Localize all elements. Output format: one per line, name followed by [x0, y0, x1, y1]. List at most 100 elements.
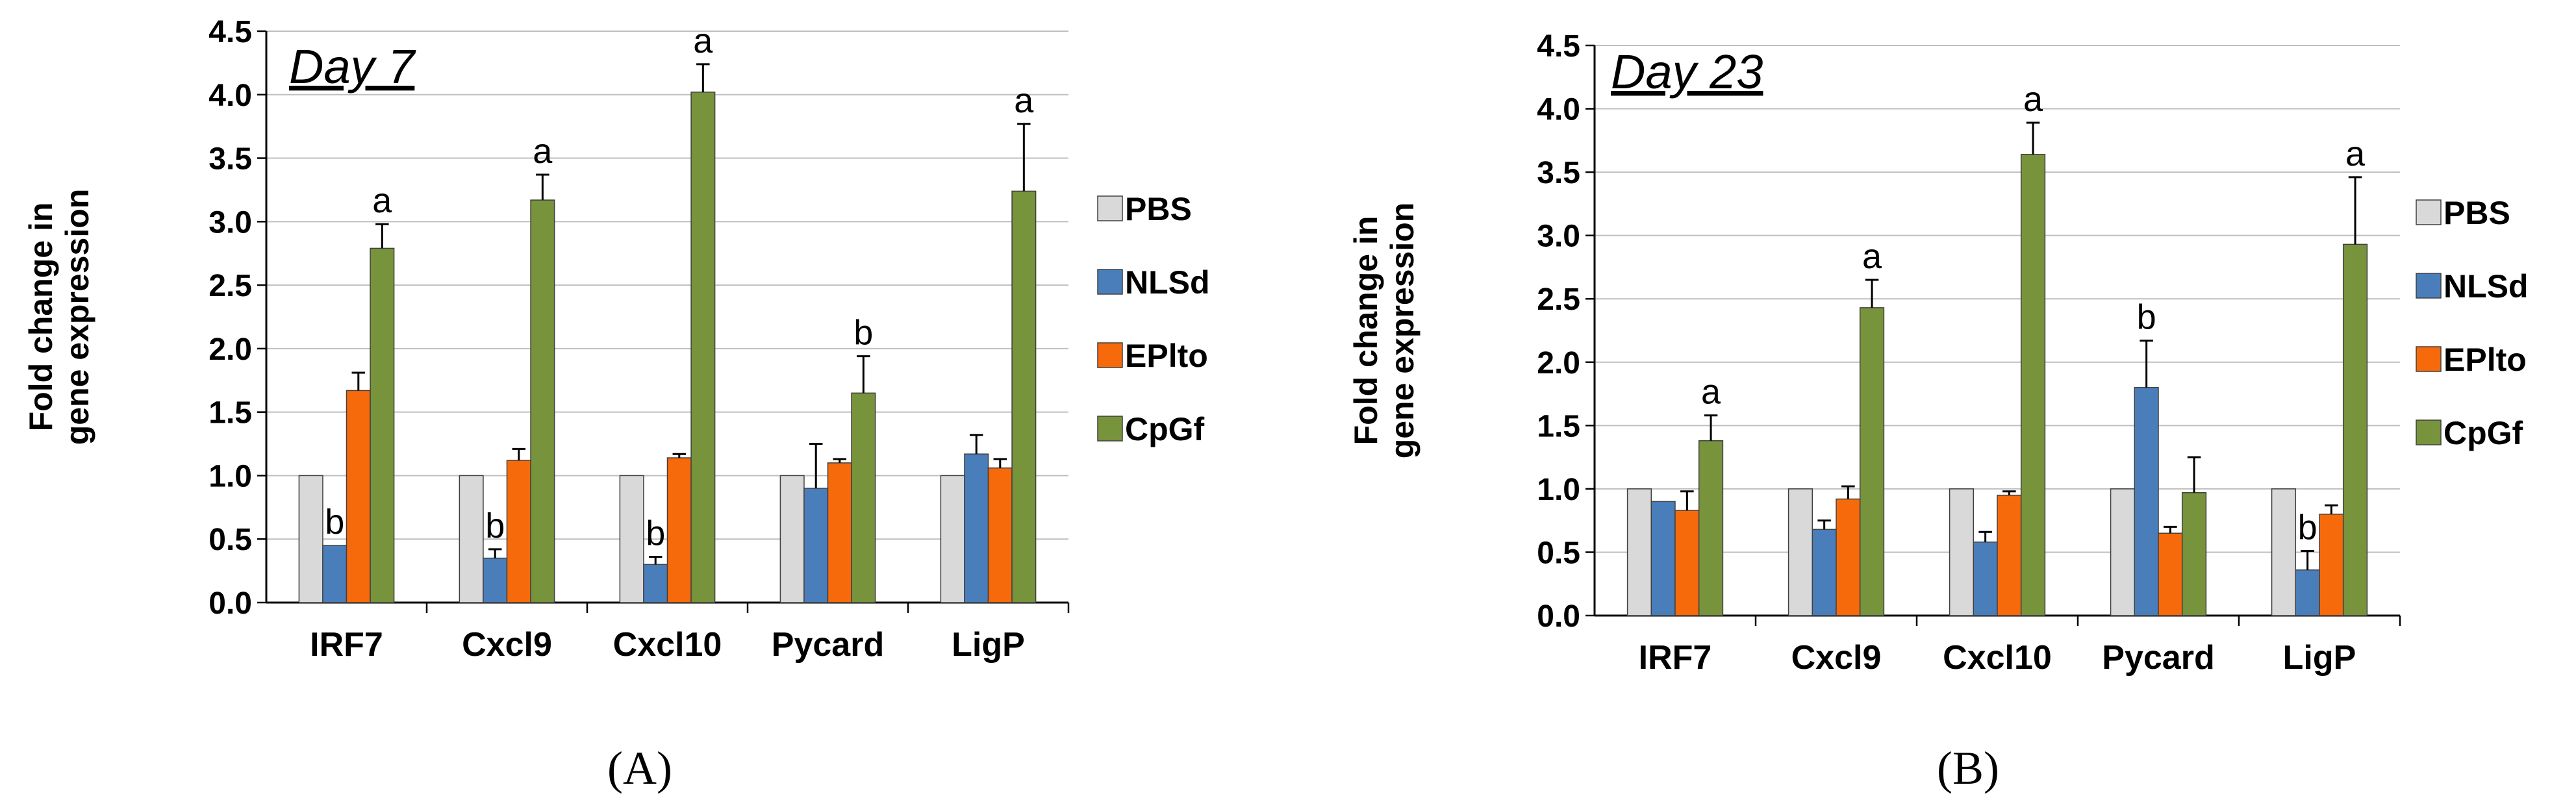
bar-cpgf	[1698, 440, 1724, 616]
significance-label: b	[325, 503, 344, 542]
category-label: LigP	[2283, 639, 2356, 677]
legend-label-nlsd: NLSd	[1125, 264, 1210, 301]
panel-label: (B)	[1937, 742, 1999, 794]
bar-nlsd	[803, 488, 829, 603]
y-tick-label: 2.5	[208, 269, 252, 303]
y-tick-label: 1.0	[1537, 473, 1580, 507]
bar-nlsd	[643, 564, 668, 603]
y-tick-label: 0.5	[208, 523, 252, 557]
legend-swatch-cpgf	[1097, 416, 1123, 442]
legend-label-cpgf: CpGf	[1125, 411, 1205, 447]
bar-pbs	[459, 475, 484, 603]
bar-eplto	[827, 462, 852, 603]
bar-nlsd	[2295, 569, 2320, 616]
legend-label-eplto: EPlto	[2443, 342, 2527, 378]
category-label: Cxcl9	[462, 626, 552, 664]
y-tick-label: 0.0	[1537, 599, 1580, 634]
legend-label-eplto: EPlto	[1125, 338, 1208, 374]
significance-label: a	[1701, 373, 1721, 412]
bar-pbs	[2110, 488, 2136, 616]
significance-label: a	[1862, 237, 1882, 276]
bar-eplto	[2319, 514, 2344, 616]
y-tick-label: 0.0	[208, 586, 252, 621]
bar-eplto	[346, 390, 371, 603]
bar-eplto	[1836, 498, 1861, 616]
bar-pbs	[779, 475, 805, 603]
significance-label: a	[1014, 81, 1034, 120]
category-label: Cxcl10	[613, 626, 722, 664]
y-tick-label: 2.0	[208, 332, 252, 367]
bar-pbs	[1626, 488, 1652, 616]
significance-label: a	[2023, 80, 2043, 119]
significance-label: a	[533, 132, 553, 171]
category-label: LigP	[952, 626, 1025, 664]
significance-label: b	[853, 314, 873, 353]
bar-cpgf	[1859, 307, 1885, 616]
bar-eplto	[666, 457, 692, 603]
chart-panel-a: 0.0 0.5 1.0 1.5 2.0 2.5 3.0 3.5 4.0 4.5 IRF7 b a Cxcl…	[23, 15, 1210, 794]
bar-nlsd	[2134, 387, 2159, 616]
bar-cpgf	[690, 92, 716, 603]
significance-label: b	[2137, 298, 2156, 337]
significance-label: a	[372, 181, 392, 220]
bar-pbs	[2271, 488, 2297, 616]
legend-label-pbs: PBS	[2443, 195, 2510, 231]
y-tick-label: 4.0	[1537, 93, 1580, 127]
legend-swatch-nlsd	[1097, 269, 1123, 295]
legend-label-cpgf: CpGf	[2443, 415, 2523, 451]
significance-label: b	[2298, 508, 2317, 547]
legend-swatch-nlsd	[2416, 273, 2442, 299]
bar-pbs	[940, 475, 965, 603]
y-tick-label: 0.5	[1537, 536, 1580, 570]
y-tick-label: 2.5	[1537, 282, 1580, 317]
bar-eplto	[2158, 532, 2183, 616]
bar-eplto	[1997, 494, 2022, 616]
y-axis-label-line: Fold change in	[23, 203, 59, 432]
significance-label: b	[646, 514, 665, 553]
bar-nlsd	[483, 557, 508, 603]
category-label: Cxcl10	[1943, 639, 2052, 677]
bar-eplto	[1674, 510, 1700, 616]
panel-label: (A)	[607, 742, 672, 794]
category-label: Pycard	[2102, 639, 2214, 677]
y-tick-label: 3.0	[1537, 219, 1580, 254]
bar-cpgf	[2020, 154, 2046, 616]
significance-label: a	[693, 21, 713, 60]
y-tick-label: 1.5	[208, 396, 252, 430]
y-tick-label: 1.0	[208, 459, 252, 493]
bar-nlsd	[1650, 501, 1676, 616]
y-tick-label: 1.5	[1537, 409, 1580, 443]
legend-swatch-pbs	[2416, 199, 2442, 225]
y-tick-label: 4.0	[208, 79, 252, 113]
bar-cpgf	[2181, 492, 2207, 616]
bar-pbs	[298, 475, 323, 603]
bar-pbs	[619, 475, 644, 603]
significance-label: b	[485, 506, 505, 545]
bar-pbs	[1949, 488, 1975, 616]
bar-cpgf	[1011, 190, 1037, 603]
y-tick-label: 4.5	[1537, 29, 1580, 64]
bar-nlsd	[964, 453, 989, 603]
y-tick-label: 3.5	[1537, 156, 1580, 190]
y-axis-label: Fold change ingene expression	[1348, 203, 1421, 459]
category-label: IRF7	[310, 626, 383, 664]
y-axis-label-line: gene expression	[1384, 203, 1421, 459]
bar-pbs	[1787, 488, 1813, 616]
y-axis-label-line: Fold change in	[1348, 216, 1384, 445]
bar-nlsd	[322, 545, 347, 603]
chart-panel-b: 0.0 0.5 1.0 1.5 2.0 2.5 3.0 3.5 4.0 4.5 IRF7 a Cxcl9…	[1348, 29, 2529, 794]
bar-cpgf	[851, 392, 876, 603]
y-tick-label: 4.5	[208, 15, 252, 49]
chart-title: Day 23	[1611, 45, 1763, 99]
legend-swatch-eplto	[1097, 342, 1123, 368]
y-tick-label: 2.0	[1537, 346, 1580, 381]
y-tick-label: 3.5	[208, 142, 252, 177]
bar-eplto	[987, 467, 1013, 603]
y-tick-label: 3.0	[208, 205, 252, 240]
bar-eplto	[506, 460, 531, 603]
bar-cpgf	[530, 199, 555, 603]
legend-label-pbs: PBS	[1125, 191, 1192, 227]
y-axis-label: Fold change ingene expression	[23, 189, 95, 445]
